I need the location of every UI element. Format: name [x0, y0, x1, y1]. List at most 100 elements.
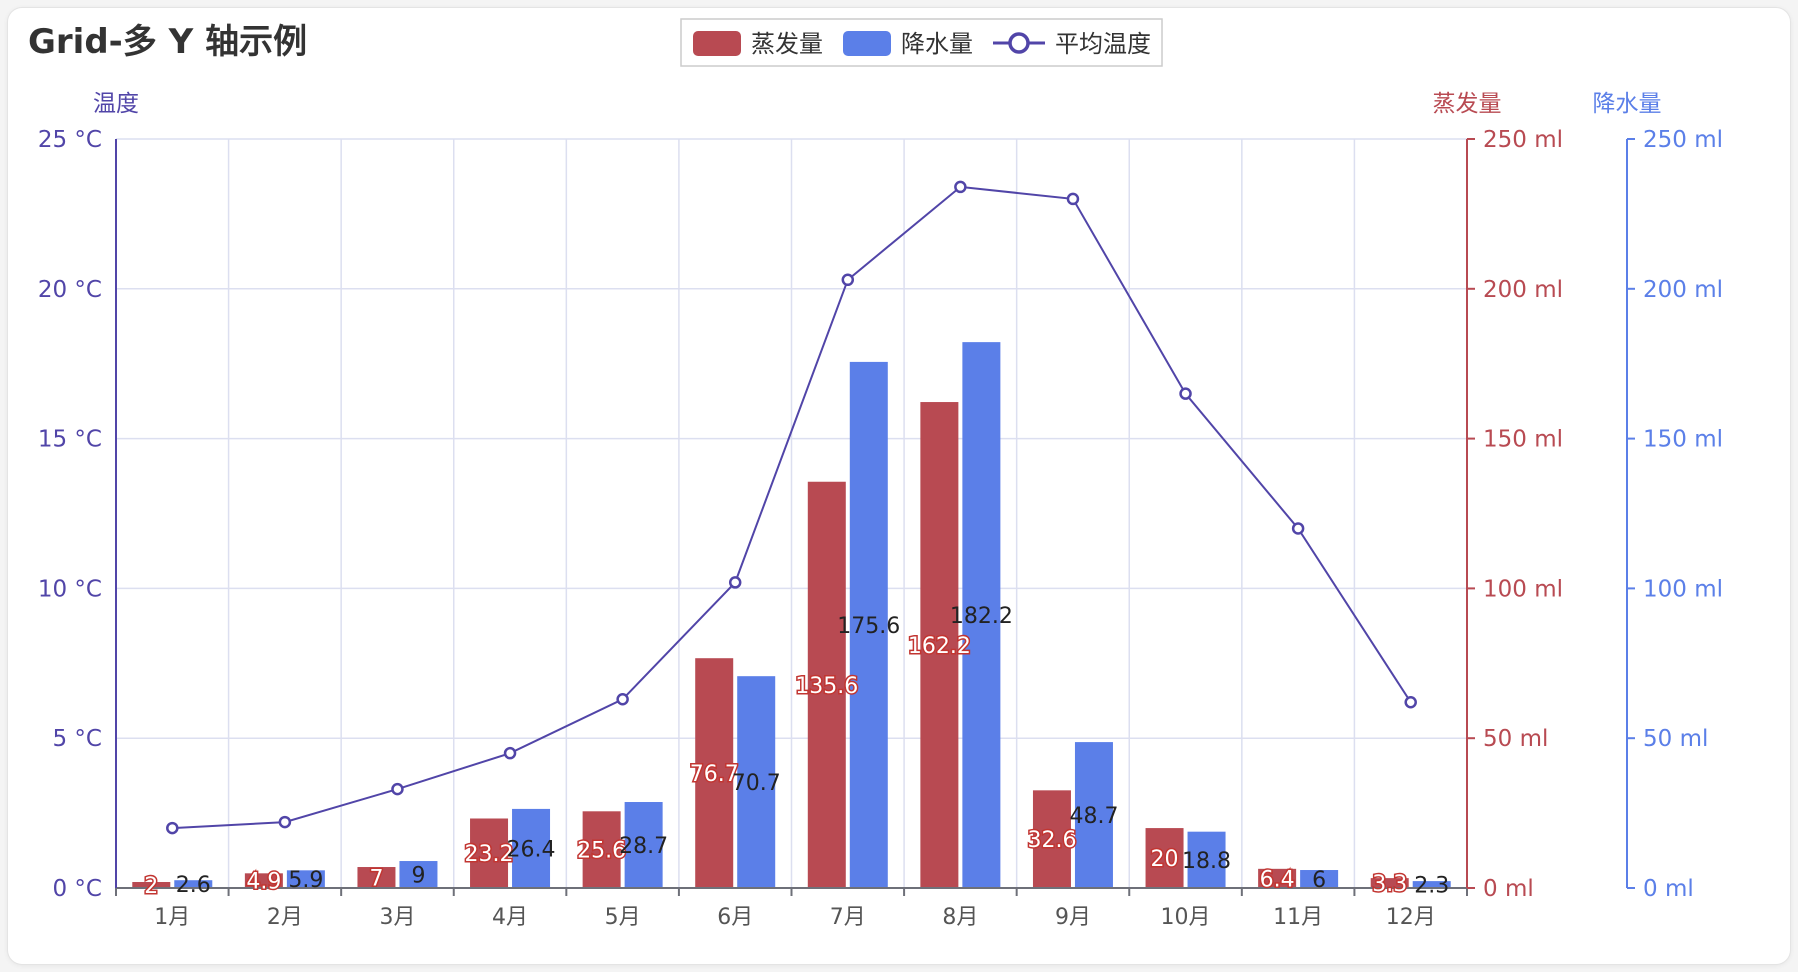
- temperature-point: [391, 782, 404, 796]
- bars: [132, 342, 1451, 889]
- x-tick-label: 2月: [267, 905, 303, 930]
- legend-item-precipitation[interactable]: 降水量: [843, 30, 973, 58]
- bar-evaporation: [132, 882, 171, 888]
- y-tick-label-temperature: 10 °C: [38, 576, 102, 602]
- grid-lines: [116, 138, 1468, 888]
- bar-evaporation: [695, 658, 734, 888]
- y-axis-name-temperature: 温度: [93, 91, 139, 117]
- legend-item-temperature[interactable]: 平均温度: [993, 30, 1151, 58]
- data-label-evaporation: 135.6: [795, 674, 858, 699]
- y-tick-label-temperature: 20 °C: [38, 277, 102, 303]
- bar-precipitation: [1187, 831, 1226, 888]
- data-label-precipitation: 5.9: [288, 868, 323, 893]
- y-tick-label-precipitation: 250 ml: [1643, 127, 1723, 153]
- y-tick-label-evaporation: 0 ml: [1483, 876, 1534, 902]
- temperature-point: [1404, 695, 1417, 709]
- x-tick-label: 4月: [492, 905, 528, 930]
- bar-evaporation: [920, 402, 959, 888]
- axes: 0 °C 5 °C 10 °C 15 °C 20 °C 25 °C 1月 2月 3月 4月 5月 6月…: [38, 91, 1723, 930]
- data-label-evaporation: 2: [144, 874, 158, 899]
- bar-precipitation: [174, 880, 213, 888]
- y-tick-label-evaporation: 150 ml: [1483, 427, 1563, 453]
- bar-evaporation: [1145, 828, 1184, 888]
- temperature-point: [503, 746, 517, 760]
- data-label-evaporation: 7: [369, 867, 383, 892]
- y-tick-label-evaporation: 200 ml: [1483, 277, 1563, 303]
- y-tick-label-temperature: 25 °C: [38, 127, 102, 153]
- data-label-precipitation: 48.7: [1069, 804, 1118, 829]
- legend-item-evaporation[interactable]: 蒸发量: [693, 30, 823, 58]
- bar-precipitation: [962, 342, 1001, 889]
- temperature-point: [728, 576, 742, 589]
- y-tick-label-precipitation: 150 ml: [1643, 427, 1723, 453]
- bar-evaporation: [807, 481, 846, 888]
- legend-label-precipitation: 降水量: [901, 30, 973, 58]
- bar-precipitation: [286, 870, 325, 888]
- y-tick-label-precipitation: 0 ml: [1643, 876, 1694, 902]
- x-tick-label: 6月: [717, 905, 753, 930]
- y-tick-label-precipitation: 100 ml: [1643, 576, 1723, 602]
- data-label-precipitation: 70.7: [732, 771, 781, 796]
- multi-y-axis-chart: Grid-多 Y 轴示例 蒸发量 降水量 平均温度 0 °C 5 °C 10 °C 1…: [28, 18, 1723, 930]
- y-axis-name-precipitation: 降水量: [1593, 91, 1662, 117]
- y-tick-label-temperature: 0 °C: [52, 876, 102, 902]
- temperature-point: [166, 821, 179, 835]
- legend-swatch-precipitation: [843, 31, 891, 56]
- data-label-evaporation: 23.2: [465, 842, 514, 867]
- temperature-point: [954, 180, 967, 194]
- legend-label-evaporation: 蒸发量: [751, 30, 823, 58]
- data-label-precipitation: 175.6: [837, 614, 900, 639]
- temperature-point: [616, 693, 629, 706]
- data-label-evaporation: 6.4: [1260, 867, 1295, 892]
- data-label-evaporation: 76.7: [690, 762, 739, 787]
- bar-precipitation: [624, 802, 663, 888]
- bar-evaporation: [357, 867, 396, 888]
- temperature-point: [278, 815, 292, 829]
- bar-evaporation: [244, 873, 283, 888]
- data-label-evaporation: 162.2: [908, 634, 971, 659]
- x-tick-label: 7月: [830, 905, 866, 930]
- legend-marker-temperature: [1008, 32, 1030, 54]
- legend[interactable]: 蒸发量 降水量 平均温度: [680, 18, 1163, 67]
- bar-precipitation: [849, 361, 888, 888]
- temperature-line: [166, 180, 1417, 835]
- y-tick-label-precipitation: 200 ml: [1643, 277, 1723, 303]
- temperature-series-line: [172, 185, 1412, 830]
- legend-label-temperature: 平均温度: [1055, 30, 1151, 58]
- data-label-precipitation: 6: [1312, 868, 1326, 893]
- data-label-precipitation: 2.3: [1414, 874, 1449, 899]
- y-tick-label-evaporation: 250 ml: [1483, 127, 1563, 153]
- temperature-point: [841, 273, 855, 287]
- data-label-evaporation: 32.6: [1027, 828, 1076, 853]
- x-tick-label: 12月: [1386, 905, 1436, 930]
- x-tick-label: 10月: [1161, 905, 1211, 930]
- data-label-precipitation: 28.7: [619, 834, 668, 859]
- x-tick-label: 11月: [1273, 905, 1323, 930]
- data-label-evaporation: 20: [1151, 847, 1179, 872]
- bar-labels: 2 2.6 4.9 5.9 7 9 23.226.4 25.628.7 76.770.7 135.…: [143, 604, 1449, 900]
- y-axis-name-evaporation: 蒸发量: [1433, 91, 1502, 117]
- y-tick-label-evaporation: 50 ml: [1483, 726, 1548, 752]
- x-tick-label: 8月: [942, 905, 978, 930]
- data-label-precipitation: 18.8: [1182, 849, 1231, 874]
- y-tick-label-precipitation: 50 ml: [1643, 726, 1708, 752]
- y-tick-label-temperature: 15 °C: [38, 427, 102, 453]
- legend-box: [680, 18, 1163, 67]
- x-tick-label: 3月: [379, 905, 415, 930]
- bar-precipitation: [399, 861, 438, 888]
- bar-precipitation: [512, 808, 551, 888]
- bar-evaporation: [1258, 868, 1297, 888]
- bar-precipitation: [1412, 881, 1451, 888]
- data-label-precipitation: 2.6: [176, 873, 211, 898]
- x-tick-label: 9月: [1055, 905, 1091, 930]
- data-label-precipitation: 182.2: [950, 604, 1013, 629]
- data-label-precipitation: 9: [411, 864, 425, 889]
- legend-swatch-evaporation: [693, 31, 741, 56]
- temperature-point: [1179, 387, 1192, 400]
- data-label-evaporation: 25.6: [577, 839, 626, 864]
- bar-precipitation: [1300, 870, 1339, 888]
- bar-evaporation: [1032, 790, 1071, 888]
- temperature-point: [1066, 192, 1080, 206]
- chart-card: Grid-多 Y 轴示例 蒸发量 降水量 平均温度 0 °C 5 °C 10 °C 1…: [8, 8, 1790, 964]
- bar-precipitation: [737, 676, 776, 888]
